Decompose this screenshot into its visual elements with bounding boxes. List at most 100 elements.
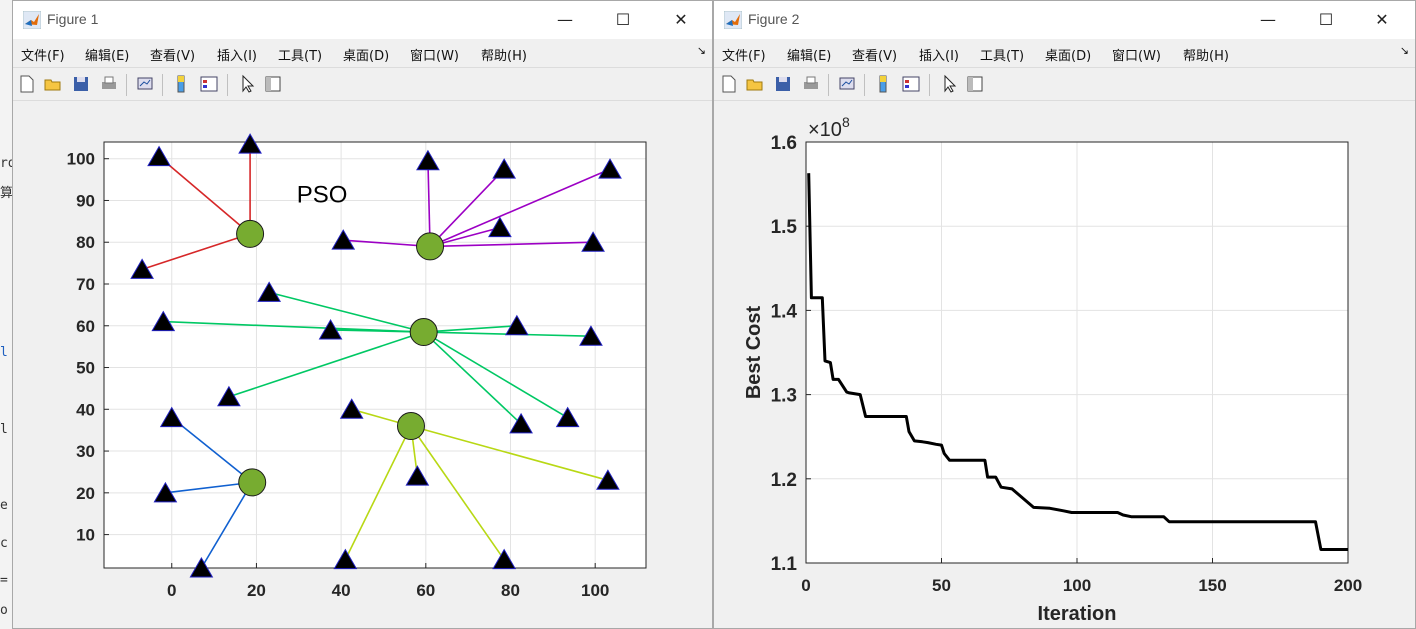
menu-desktop[interactable]: 桌面(D) (343, 49, 390, 64)
maximize-button[interactable]: ☐ (615, 10, 631, 29)
link-plot-icon[interactable] (135, 74, 155, 94)
node-marker (217, 385, 241, 407)
editor-fragment: c (0, 536, 8, 551)
menu-insert[interactable]: 插入(I) (919, 49, 959, 64)
insert-colorbar-icon[interactable] (171, 74, 191, 94)
menu-bar: 文件(F) 编辑(E) 查看(V) 插入(I) 工具(T) 桌面(D) 窗口(W… (13, 39, 712, 67)
new-figure-icon[interactable] (719, 74, 739, 94)
save-icon[interactable] (71, 74, 91, 94)
node-marker (581, 231, 605, 252)
menu-view[interactable]: 查看(V) (150, 49, 196, 64)
new-figure-icon[interactable] (17, 74, 37, 94)
menu-window[interactable]: 窗口(W) (410, 49, 459, 64)
x-tick-label: 100 (1063, 576, 1091, 595)
link-line (423, 331, 569, 419)
y-axis-label: Best Cost (743, 305, 765, 399)
grid-lines (805, 141, 1349, 564)
y-tick-label: 30 (76, 442, 95, 461)
menu-edit[interactable]: 编辑(E) (85, 49, 130, 64)
minimize-button[interactable]: — (557, 10, 573, 29)
menu-tools[interactable]: 工具(T) (278, 49, 323, 64)
y-tick-label: 1.3 (771, 386, 797, 407)
title-bar[interactable]: Figure 2 — ☐ ✕ (714, 1, 1415, 39)
editor-fragment: e (0, 498, 8, 513)
node-marker (189, 557, 214, 578)
toolbar (714, 67, 1415, 101)
editor-fragment: rd (0, 156, 12, 171)
minimize-button[interactable]: — (1260, 10, 1276, 29)
menu-tools[interactable]: 工具(T) (980, 49, 1025, 64)
menu-help[interactable]: 帮助(H) (481, 49, 527, 64)
link-line (429, 168, 611, 248)
node-marker (151, 310, 176, 332)
sensor-nodes (130, 133, 622, 578)
close-button[interactable]: ✕ (1375, 10, 1389, 29)
maximize-button[interactable]: ☐ (1318, 10, 1334, 29)
menu-file[interactable]: 文件(F) (21, 49, 65, 64)
y-tick-label: 1.5 (771, 217, 798, 238)
open-file-icon[interactable] (43, 74, 63, 94)
cluster-heads (236, 219, 445, 497)
x-tick-label: 200 (1334, 576, 1362, 595)
x-tick-label: 20 (247, 581, 266, 600)
node-marker (130, 258, 154, 279)
toolbar-separator (828, 74, 829, 96)
dock-arrow-icon[interactable]: ↘ (696, 44, 706, 57)
node-marker (579, 325, 603, 346)
toolbar (13, 67, 712, 101)
print-icon[interactable] (801, 74, 821, 94)
y-tick-label: 1.6 (771, 133, 797, 154)
figure-1-canvas: 0 20 40 60 80 100 10 20 30 40 50 60 70 80 90 100 PSO (67, 133, 647, 600)
editor-fragment: l (0, 345, 8, 360)
x-tick-label: 100 (581, 581, 609, 600)
x-tick-label: 0 (167, 581, 176, 600)
print-icon[interactable] (99, 74, 119, 94)
property-inspector-icon[interactable] (263, 74, 283, 94)
title-bar[interactable]: Figure 1 — ☐ ✕ (13, 1, 712, 39)
link-line (423, 331, 522, 425)
menu-help[interactable]: 帮助(H) (1183, 49, 1229, 64)
figure-2-canvas: 0 50 100 150 200 1.1 1.2 1.3 1.4 1.5 1.6 ×108 Iterat… (743, 114, 1362, 625)
y-tick-label: 50 (76, 359, 95, 378)
plot-area (104, 142, 646, 568)
y-tick-label: 100 (67, 150, 95, 169)
cluster-head-marker (409, 318, 438, 347)
node-marker (159, 406, 184, 428)
cluster-head-marker (416, 232, 445, 261)
toolbar-separator (162, 74, 163, 96)
cluster-head-marker (396, 412, 425, 440)
toolbar-separator (929, 74, 930, 96)
node-marker (153, 481, 178, 503)
menu-window[interactable]: 窗口(W) (1112, 49, 1161, 64)
menu-file[interactable]: 文件(F) (722, 49, 766, 64)
link-line (330, 329, 424, 333)
link-line (171, 417, 253, 484)
insert-legend-icon[interactable] (901, 74, 921, 94)
x-tick-label: 60 (416, 581, 435, 600)
property-inspector-icon[interactable] (965, 74, 985, 94)
link-plot-icon[interactable] (837, 74, 857, 94)
link-line (423, 324, 517, 333)
node-marker (488, 216, 512, 238)
pointer-icon[interactable] (939, 74, 959, 94)
close-button[interactable]: ✕ (674, 10, 688, 29)
node-marker (147, 145, 171, 167)
link-line (344, 425, 412, 560)
menu-insert[interactable]: 插入(I) (217, 49, 257, 64)
link-line (430, 241, 594, 248)
open-file-icon[interactable] (745, 74, 765, 94)
x-tick-label: 40 (332, 581, 351, 600)
matlab-logo-icon (724, 11, 742, 29)
insert-legend-icon[interactable] (199, 74, 219, 94)
insert-colorbar-icon[interactable] (873, 74, 893, 94)
menu-desktop[interactable]: 桌面(D) (1045, 49, 1092, 64)
dock-arrow-icon[interactable]: ↘ (1399, 44, 1409, 57)
pointer-icon[interactable] (237, 74, 257, 94)
node-marker (492, 548, 517, 570)
save-icon[interactable] (773, 74, 793, 94)
menu-edit[interactable]: 编辑(E) (787, 49, 832, 64)
menu-view[interactable]: 查看(V) (852, 49, 898, 64)
link-line (158, 156, 251, 235)
figure-2-window: Figure 2 — ☐ ✕ 文件(F) 编辑(E) 查看(V) 插入(I) 工… (713, 0, 1416, 629)
grid-lines (104, 142, 646, 568)
